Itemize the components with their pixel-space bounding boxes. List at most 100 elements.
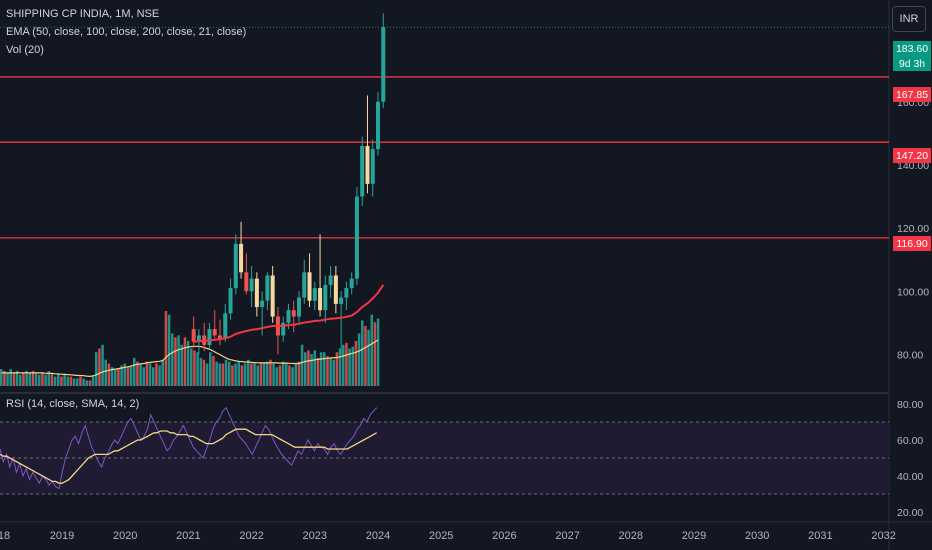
volume-bar bbox=[180, 344, 184, 386]
time-axis-label: 2032 bbox=[871, 530, 895, 542]
volume-bar bbox=[354, 341, 358, 386]
volume-bar bbox=[253, 363, 256, 386]
volume-bar bbox=[177, 335, 180, 387]
candle-body bbox=[249, 278, 254, 292]
volume-bar bbox=[275, 367, 279, 386]
volume-bar bbox=[281, 361, 285, 387]
volume-bar bbox=[269, 359, 272, 386]
candle-body bbox=[349, 278, 354, 289]
volume-bar bbox=[69, 376, 73, 387]
candle-body bbox=[281, 322, 286, 336]
volume-bar bbox=[294, 363, 298, 386]
volume-bar bbox=[183, 337, 187, 386]
volume-bar bbox=[38, 374, 41, 386]
candle-body bbox=[218, 335, 222, 339]
volume-bar bbox=[22, 372, 25, 387]
time-axis-label: 2027 bbox=[555, 530, 579, 542]
volume-bar bbox=[231, 365, 234, 387]
volume-bar bbox=[367, 329, 370, 386]
volume-bar bbox=[278, 365, 282, 387]
currency-button[interactable]: INR bbox=[892, 6, 926, 32]
time-axis-label: 2028 bbox=[619, 530, 643, 542]
volume-bar bbox=[152, 367, 155, 386]
volume-bar bbox=[126, 367, 130, 386]
ema-legend[interactable]: EMA (50, close, 100, close, 200, close, … bbox=[6, 26, 247, 38]
volume-bar bbox=[120, 365, 123, 387]
volume-bar bbox=[351, 346, 355, 387]
volume-bar bbox=[6, 372, 9, 387]
volume-bar bbox=[310, 354, 313, 387]
volume-bar bbox=[145, 361, 149, 387]
time-axis-label: 2021 bbox=[176, 530, 200, 542]
volume-bar bbox=[247, 359, 250, 386]
volume-bar bbox=[148, 363, 152, 386]
volume-bar bbox=[164, 311, 168, 386]
candle-body bbox=[365, 145, 370, 184]
volume-bar bbox=[41, 372, 44, 387]
candle-body bbox=[333, 275, 338, 304]
symbol-legend[interactable]: SHIPPING CP INDIA, 1M, NSE bbox=[6, 8, 160, 20]
volume-bar bbox=[47, 371, 51, 386]
volume-bar bbox=[60, 376, 63, 387]
volume-bar bbox=[142, 367, 146, 386]
time-axis-label: 2030 bbox=[745, 530, 769, 542]
volume-bar bbox=[98, 348, 101, 386]
volume-bar bbox=[57, 374, 60, 386]
level-tag-3: 116.90 bbox=[893, 236, 931, 251]
volume-bar bbox=[348, 348, 351, 386]
rsi-legend[interactable]: RSI (14, close, SMA, 14, 2) bbox=[6, 398, 140, 410]
volume-bar bbox=[9, 369, 13, 387]
volume-bar bbox=[158, 365, 161, 387]
candle-body bbox=[228, 288, 233, 314]
last-price-tag: 183.60 bbox=[893, 41, 931, 56]
rsi-axis-label: 40.00 bbox=[897, 471, 923, 483]
volume-bar bbox=[237, 361, 241, 387]
volume-bar bbox=[313, 350, 317, 387]
candle-body bbox=[328, 275, 333, 285]
candle-body bbox=[233, 243, 238, 289]
rsi-axis-label: 60.00 bbox=[897, 435, 923, 447]
candle-body bbox=[344, 288, 349, 298]
candle-body bbox=[302, 272, 307, 298]
level-tag-2: 147.20 bbox=[893, 148, 931, 163]
volume-bar bbox=[345, 342, 348, 387]
time-axis-label: 2025 bbox=[429, 530, 453, 542]
volume-bar bbox=[266, 361, 269, 387]
volume-bar bbox=[316, 357, 320, 387]
volume-bar bbox=[50, 372, 54, 387]
volume-bar bbox=[136, 361, 139, 387]
volume-bar bbox=[85, 380, 89, 387]
time-axis-label: 2024 bbox=[366, 530, 390, 542]
volume-bar bbox=[228, 361, 231, 387]
volume-bar bbox=[256, 365, 260, 387]
candle-body bbox=[312, 288, 317, 301]
volume-bar bbox=[205, 363, 209, 386]
candle-body bbox=[354, 196, 359, 279]
candle-body bbox=[297, 297, 301, 317]
volume-bar bbox=[338, 348, 342, 386]
volume-bar bbox=[326, 356, 329, 386]
volume-bar bbox=[79, 376, 82, 387]
volume-bar bbox=[76, 378, 79, 386]
volume-bar bbox=[15, 371, 19, 386]
price-axis-label: 80.00 bbox=[897, 349, 923, 361]
volume-bar bbox=[66, 376, 70, 387]
time-axis-label: 2023 bbox=[303, 530, 327, 542]
volume-bar bbox=[12, 372, 16, 387]
volume-bar bbox=[25, 371, 28, 386]
volume-bar bbox=[161, 359, 165, 386]
volume-bar bbox=[376, 318, 380, 386]
volume-bar bbox=[332, 359, 336, 386]
rsi-axis-label: 80.00 bbox=[897, 399, 923, 411]
volume-bar bbox=[114, 369, 117, 387]
price-axis-label: 100.00 bbox=[897, 286, 929, 298]
candle-body bbox=[339, 297, 344, 304]
candle-body bbox=[291, 310, 296, 317]
volume-bar bbox=[319, 352, 323, 386]
volume-legend[interactable]: Vol (20) bbox=[6, 44, 44, 56]
candle-body bbox=[265, 275, 270, 301]
volume-bar bbox=[72, 378, 76, 386]
price-axis-label: 120.00 bbox=[897, 223, 929, 235]
volume-bar bbox=[167, 314, 171, 386]
